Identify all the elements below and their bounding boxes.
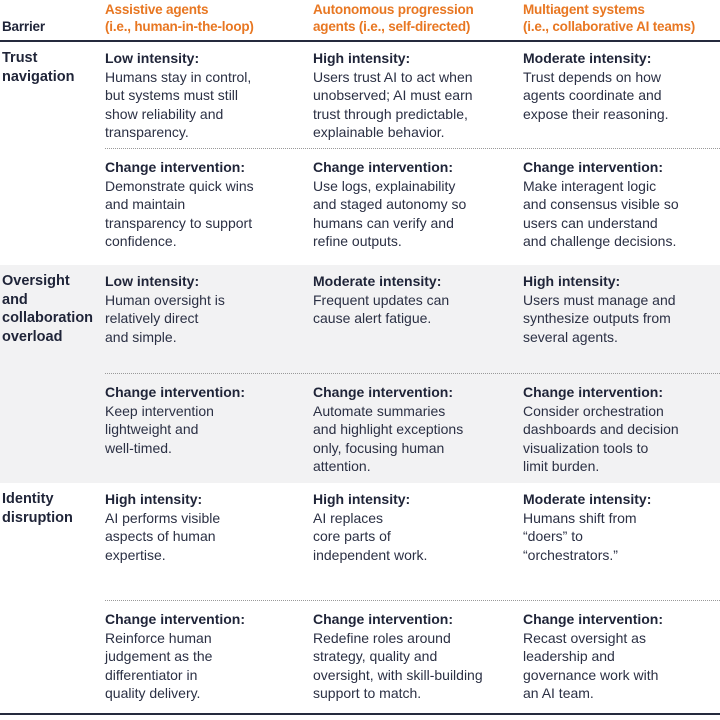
intervention-text: Make interagent logic and consensus visi… xyxy=(523,177,679,250)
intensity-text: Users trust AI to act when unobserved; A… xyxy=(313,68,473,141)
intensity-text: Users must manage and synthesize outputs… xyxy=(523,291,676,345)
intervention-cell: Change intervention: Make interagent log… xyxy=(523,148,720,265)
table-bottom-rule xyxy=(0,713,720,715)
column-header-multiagent-systems: Multiagent systems (i.e., collaborative … xyxy=(523,1,720,40)
intensity-text: Humans stay in control, but systems must… xyxy=(105,68,252,141)
header-line: agents (i.e., self-directed) xyxy=(313,19,471,34)
intervention-label: Change intervention: xyxy=(523,159,664,175)
intensity-text: Human oversight is relatively direct and… xyxy=(105,291,225,345)
intensity-label: High intensity: xyxy=(105,491,203,507)
header-line: (i.e., collaborative AI teams) xyxy=(523,19,696,34)
column-header-assistive-agents: Assistive agents (i.e., human-in-the-loo… xyxy=(105,1,313,40)
intervention-text: Demonstrate quick wins and maintain tran… xyxy=(105,177,254,250)
intervention-text: Automate summaries and highlight excepti… xyxy=(313,402,464,475)
header-line: Autonomous progression xyxy=(313,2,474,17)
intensity-cell: High intensity: Users trust AI to act wh… xyxy=(313,42,523,148)
intervention-cell: Change intervention: Keep intervention l… xyxy=(105,373,313,483)
intervention-text: Consider orchestration dashboards and de… xyxy=(523,402,679,475)
header-line: Multiagent systems xyxy=(523,2,645,17)
intensity-label: Low intensity: xyxy=(105,273,200,289)
column-header-barrier: Barrier xyxy=(2,19,45,34)
barrier-cell: Trust navigation xyxy=(2,50,75,85)
section-trust-navigation: Trust navigation Low intensity: Humans s… xyxy=(0,42,720,265)
intervention-label: Change intervention: xyxy=(313,384,454,400)
table-row-intensity: Identity disruption High intensity: AI p… xyxy=(0,483,720,600)
intervention-text: Recast oversight as leadership and gover… xyxy=(523,629,659,702)
intervention-label: Change intervention: xyxy=(105,384,246,400)
intensity-label: High intensity: xyxy=(523,273,621,289)
intensity-label: Moderate intensity: xyxy=(523,50,652,66)
intensity-text: Humans shift from “doers” to “orchestrat… xyxy=(523,509,637,563)
intervention-cell: Change intervention: Automate summaries … xyxy=(313,373,523,483)
intensity-cell: Moderate intensity: Frequent updates can… xyxy=(313,265,523,373)
intervention-text: Reinforce human judgement as the differe… xyxy=(105,629,213,702)
intensity-cell: Low intensity: Humans stay in control, b… xyxy=(105,42,313,148)
intervention-cell: Change intervention: Demonstrate quick w… xyxy=(105,148,313,265)
table-row-intervention: Change intervention: Reinforce human jud… xyxy=(0,600,720,713)
intensity-text: AI performs visible aspects of human exp… xyxy=(105,509,221,563)
intensity-cell: High intensity: AI performs visible aspe… xyxy=(105,483,313,600)
intervention-text: Keep intervention lightweight and well-t… xyxy=(105,402,214,456)
barrier-cell-empty xyxy=(0,148,105,265)
intervention-label: Change intervention: xyxy=(523,611,664,627)
intervention-cell: Change intervention: Redefine roles arou… xyxy=(313,600,523,713)
table-row-intensity: Trust navigation Low intensity: Humans s… xyxy=(0,42,720,148)
table-header-row: Barrier Assistive agents (i.e., human-in… xyxy=(0,0,720,42)
intensity-cell: Moderate intensity: Humans shift from “d… xyxy=(523,483,720,600)
intensity-label: Moderate intensity: xyxy=(313,273,442,289)
intensity-label: High intensity: xyxy=(313,50,411,66)
intensity-text: AI replaces core parts of independent wo… xyxy=(313,509,428,563)
table-row-intensity: Oversight and collaboration overload Low… xyxy=(0,265,720,373)
intervention-cell: Change intervention: Reinforce human jud… xyxy=(105,600,313,713)
barrier-cell-empty xyxy=(0,600,105,713)
intensity-text: Trust depends on how agents coordinate a… xyxy=(523,68,669,122)
barrier-cell-empty xyxy=(0,373,105,483)
intervention-label: Change intervention: xyxy=(105,159,246,175)
intensity-cell: Low intensity: Human oversight is relati… xyxy=(105,265,313,373)
intervention-text: Redefine roles around strategy, quality … xyxy=(313,629,483,702)
table-row-intervention: Change intervention: Keep intervention l… xyxy=(0,373,720,483)
intervention-cell: Change intervention: Consider orchestrat… xyxy=(523,373,720,483)
intensity-label: Moderate intensity: xyxy=(523,491,652,507)
barrier-cell: Oversight and collaboration overload xyxy=(2,273,94,345)
section-identity-disruption: Identity disruption High intensity: AI p… xyxy=(0,483,720,713)
intensity-cell: Moderate intensity: Trust depends on how… xyxy=(523,42,720,148)
intervention-label: Change intervention: xyxy=(105,611,246,627)
intervention-cell: Change intervention: Use logs, explainab… xyxy=(313,148,523,265)
header-line: Assistive agents xyxy=(105,2,209,17)
column-header-autonomous-agents: Autonomous progression agents (i.e., sel… xyxy=(313,1,523,40)
intervention-label: Change intervention: xyxy=(313,611,454,627)
intervention-label: Change intervention: xyxy=(313,159,454,175)
intervention-cell: Change intervention: Recast oversight as… xyxy=(523,600,720,713)
barrier-cell: Identity disruption xyxy=(2,491,73,526)
intensity-label: Low intensity: xyxy=(105,50,200,66)
intervention-label: Change intervention: xyxy=(523,384,664,400)
section-oversight-collaboration-overload: Oversight and collaboration overload Low… xyxy=(0,265,720,483)
intensity-cell: High intensity: AI replaces core parts o… xyxy=(313,483,523,600)
intensity-cell: High intensity: Users must manage and sy… xyxy=(523,265,720,373)
intervention-text: Use logs, explainability and staged auto… xyxy=(313,177,467,250)
header-line: (i.e., human-in-the-loop) xyxy=(105,19,254,34)
intensity-text: Frequent updates can cause alert fatigue… xyxy=(313,291,450,327)
intensity-label: High intensity: xyxy=(313,491,411,507)
table-row-intervention: Change intervention: Demonstrate quick w… xyxy=(0,148,720,265)
